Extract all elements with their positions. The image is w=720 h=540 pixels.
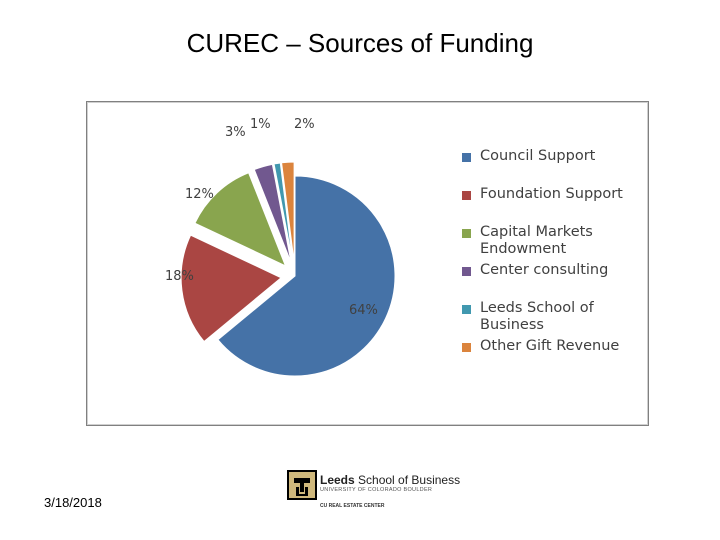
legend-swatch bbox=[462, 229, 471, 238]
pie-slice-council-support bbox=[217, 175, 396, 377]
legend-label: Capital Markets Endowment bbox=[480, 224, 593, 257]
slide-date: 3/18/2018 bbox=[44, 495, 102, 510]
legend-label: Council Support bbox=[480, 148, 596, 164]
pie-slice-other-gift-revenue bbox=[281, 161, 295, 263]
legend-label: Leeds School of Business bbox=[480, 300, 594, 333]
chart-area: 64% 18% 12% 3% 1% 2% Council Support Foundatio… bbox=[86, 101, 649, 426]
logo-university: UNIVERSITY OF COLORADO BOULDER bbox=[320, 487, 433, 493]
leeds-logo: Leeds School of Business UNIVERSITY OF C… bbox=[287, 470, 460, 512]
logo-center-name: CU REAL ESTATE CENTER bbox=[320, 503, 385, 509]
legend-label: Other Gift Revenue bbox=[480, 338, 620, 354]
pie-data-label: 64% bbox=[349, 303, 378, 318]
legend-swatch bbox=[462, 305, 471, 314]
logo-school-name: Leeds School of Business bbox=[320, 473, 461, 487]
pie-data-label: 3% bbox=[225, 125, 246, 140]
legend-label: Foundation Support bbox=[480, 186, 623, 202]
pie-chart: 64% 18% 12% 3% 1% 2% bbox=[165, 117, 396, 377]
pie-slice-leeds-school-of-business bbox=[273, 162, 294, 263]
legend-label: Center consulting bbox=[480, 262, 609, 278]
slide-title: CUREC – Sources of Funding bbox=[186, 28, 534, 58]
pie-data-label: 1% bbox=[250, 117, 271, 132]
pie-data-label: 12% bbox=[185, 187, 214, 202]
cu-buffalo-logo-icon bbox=[287, 470, 317, 500]
legend-swatch bbox=[462, 153, 471, 162]
pie-slice-foundation-support bbox=[180, 234, 283, 343]
legend-swatch bbox=[462, 191, 471, 200]
pie-slice-center-consulting bbox=[253, 163, 292, 263]
pie-data-label: 2% bbox=[294, 117, 315, 132]
legend-swatch bbox=[462, 267, 471, 276]
legend-swatch bbox=[462, 343, 471, 352]
pie-data-label: 18% bbox=[165, 269, 194, 284]
pie-slice-capital-markets-endowment bbox=[194, 172, 287, 267]
